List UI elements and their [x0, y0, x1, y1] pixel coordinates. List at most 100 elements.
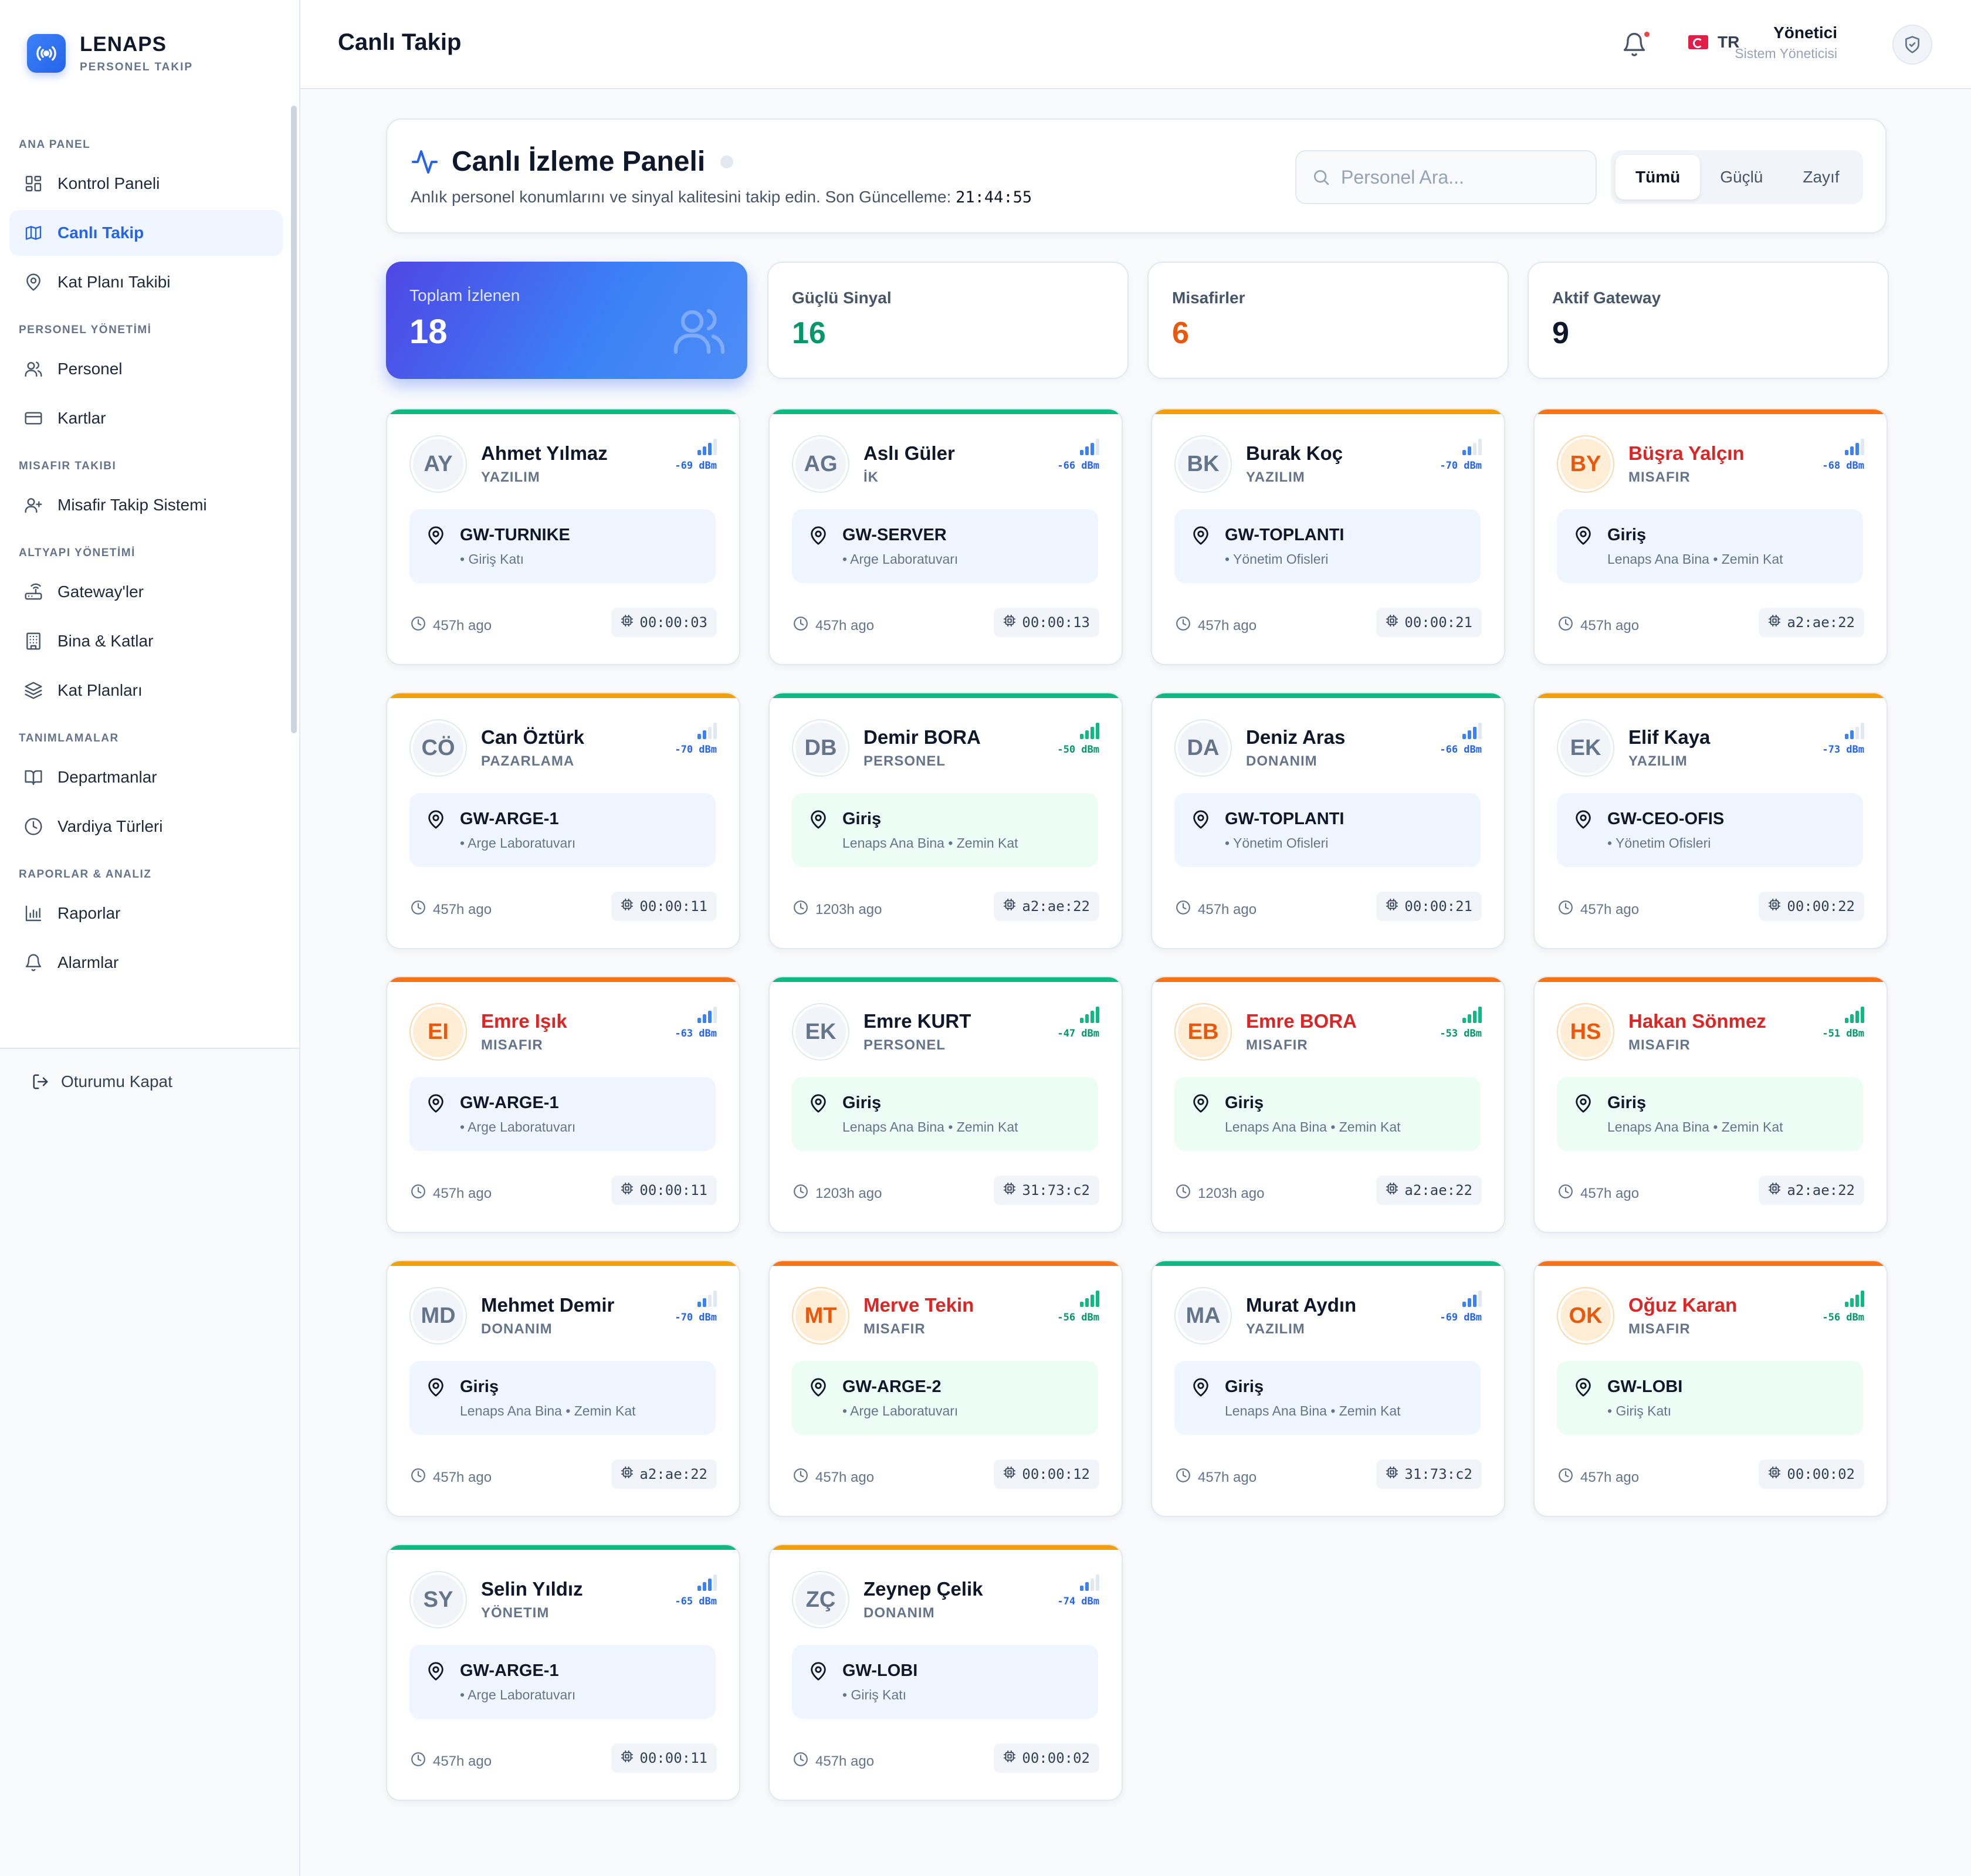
clock-icon: [1176, 1184, 1198, 1203]
person-name: Elif Kaya: [1628, 726, 1711, 748]
chip-icon: [1386, 614, 1404, 631]
location-box: Giriş Lenaps Ana Bina • Zemin Kat: [792, 793, 1098, 867]
notifications-bell-icon[interactable]: [1621, 32, 1647, 57]
person-card[interactable]: DB Demir BORA PERSONEL -50 dBm Giriş Len…: [768, 692, 1123, 949]
signal-strength: -66 dBm: [1047, 439, 1099, 474]
signal-dbm: -70 dBm: [675, 744, 717, 756]
map-pin-icon: [426, 1377, 446, 1400]
person-card[interactable]: EK Elif Kaya YAZILIM -73 dBm GW-CEO-OFIS…: [1533, 692, 1888, 949]
location-detail: • Arge Laboratuvarı: [460, 1119, 576, 1135]
sidebar-item-label: Bina & Katlar: [57, 632, 154, 650]
signal-bars-icon: [697, 723, 717, 739]
last-seen-text: 457h ago: [433, 901, 492, 917]
person-card[interactable]: HS Hakan Sönmez MISAFIR -51 dBm Giriş Le…: [1533, 976, 1888, 1233]
sidebar-item-bina-katlar[interactable]: Bina & Katlar: [9, 618, 283, 664]
sidebar-item-kat-planlar-[interactable]: Kat Planları: [9, 668, 283, 713]
person-card[interactable]: MD Mehmet Demir DONANIM -70 dBm Giriş Le…: [386, 1260, 740, 1517]
location-detail: Lenaps Ana Bina • Zemin Kat: [1225, 1119, 1401, 1135]
person-name: Demir BORA: [863, 726, 981, 748]
map-pin-icon: [808, 810, 828, 832]
signal-bars-icon: [697, 1291, 717, 1307]
person-name: Deniz Aras: [1246, 726, 1346, 748]
last-seen-text: 457h ago: [1580, 901, 1640, 917]
last-seen: 457h ago: [1176, 1468, 1257, 1487]
chip-icon: [1768, 898, 1787, 915]
user-info[interactable]: Yönetici Sistem Yöneticisi: [1735, 23, 1837, 62]
logout-button[interactable]: Oturumu Kapat: [32, 1072, 172, 1091]
bell-icon: [23, 953, 43, 973]
status-stripe: [770, 409, 1122, 414]
sidebar-item-departmanlar[interactable]: Departmanlar: [9, 754, 283, 800]
signal-dbm: -51 dBm: [1822, 1028, 1864, 1039]
sidebar-item-personel[interactable]: Personel: [9, 346, 283, 392]
signal-dbm: -47 dBm: [1057, 1028, 1099, 1039]
clock-icon: [793, 1468, 815, 1487]
sidebar-item-label: Raporlar: [57, 904, 121, 922]
location-detail: • Arge Laboratuvarı: [842, 551, 959, 567]
person-card[interactable]: AY Ahmet Yılmaz YAZILIM -69 dBm GW-TURNI…: [386, 408, 740, 665]
sidebar-item-kartlar[interactable]: Kartlar: [9, 395, 283, 441]
device-id-badge: 00:00:11: [611, 892, 717, 921]
device-id-badge: 31:73:c2: [994, 1176, 1099, 1205]
person-department: PAZARLAMA: [481, 753, 575, 769]
status-stripe: [770, 693, 1122, 698]
signal-bars-icon: [1845, 723, 1864, 739]
person-card[interactable]: EI Emre Işık MISAFIR -63 dBm GW-ARGE-1 •…: [386, 976, 740, 1233]
sidebar-item-canl-takip[interactable]: Canlı Takip: [9, 210, 283, 256]
signal-bars-icon: [1845, 439, 1864, 455]
location-box: GW-TOPLANTI • Yönetim Ofisleri: [1174, 509, 1481, 583]
last-seen: 457h ago: [1558, 1468, 1639, 1487]
gateway-name: GW-ARGE-2: [842, 1377, 942, 1396]
user-avatar[interactable]: [1892, 25, 1932, 65]
person-card[interactable]: SY Selin Yıldız YÖNETIM -65 dBm GW-ARGE-…: [386, 1544, 740, 1801]
person-card[interactable]: EK Emre KURT PERSONEL -47 dBm Giriş Lena…: [768, 976, 1123, 1233]
person-card[interactable]: MA Murat Aydın YAZILIM -69 dBm Giriş Len…: [1151, 1260, 1505, 1517]
device-id-badge: a2:ae:22: [1376, 1176, 1482, 1205]
avatar: BK: [1176, 436, 1231, 492]
map-pin-icon: [1573, 810, 1593, 832]
person-card[interactable]: BY Büşra Yalçın MISAFIR -68 dBm Giriş Le…: [1533, 408, 1888, 665]
person-card[interactable]: CÖ Can Öztürk PAZARLAMA -70 dBm GW-ARGE-…: [386, 692, 740, 949]
signal-bars-icon: [1080, 439, 1099, 455]
sidebar-item-gateway-ler[interactable]: Gateway'ler: [9, 569, 283, 615]
person-card[interactable]: MT Merve Tekin MISAFIR -56 dBm GW-ARGE-2…: [768, 1260, 1123, 1517]
logout-label: Oturumu Kapat: [61, 1072, 172, 1091]
person-card[interactable]: BK Burak Koç YAZILIM -70 dBm GW-TOPLANTI…: [1151, 408, 1505, 665]
person-card[interactable]: DA Deniz Aras DONANIM -66 dBm GW-TOPLANT…: [1151, 692, 1505, 949]
search-input[interactable]: [1341, 166, 1587, 188]
device-id: a2:ae:22: [1022, 898, 1090, 915]
person-card[interactable]: AG Aslı Güler İK -66 dBm GW-SERVER • Arg…: [768, 408, 1123, 665]
status-stripe: [770, 977, 1122, 982]
signal-bars-icon: [697, 1574, 717, 1591]
person-card[interactable]: EB Emre BORA MISAFIR -53 dBm Giriş Lenap…: [1151, 976, 1505, 1233]
location-detail: Lenaps Ana Bina • Zemin Kat: [842, 835, 1018, 851]
sidebar-item-kat-plan-takibi[interactable]: Kat Planı Takibi: [9, 259, 283, 305]
person-name: Emre BORA: [1246, 1010, 1357, 1032]
sidebar-item-alarmlar[interactable]: Alarmlar: [9, 940, 283, 986]
last-seen: 457h ago: [411, 1468, 492, 1487]
person-card[interactable]: OK Oğuz Karan MISAFIR -56 dBm GW-LOBI • …: [1533, 1260, 1888, 1517]
signal-dbm: -65 dBm: [675, 1596, 717, 1607]
sidebar-item-vardiya-t-rleri[interactable]: Vardiya Türleri: [9, 804, 283, 849]
sidebar-item-kontrol-paneli[interactable]: Kontrol Paneli: [9, 161, 283, 206]
map-pin-icon: [1191, 810, 1211, 832]
language-selector[interactable]: TR: [1688, 33, 1739, 52]
status-stripe: [1535, 977, 1887, 982]
map-pin-icon: [808, 526, 828, 548]
sidebar-item-raporlar[interactable]: Raporlar: [9, 890, 283, 936]
location-detail: Lenaps Ana Bina • Zemin Kat: [1607, 1119, 1783, 1135]
filter-tab-0[interactable]: Tümü: [1616, 155, 1701, 199]
filter-tab-2[interactable]: Zayıf: [1803, 168, 1840, 186]
person-department: MISAFIR: [1246, 1037, 1308, 1053]
last-seen: 1203h ago: [793, 1184, 882, 1203]
map-pin-icon: [1191, 1377, 1211, 1400]
gateway-name: Giriş: [1607, 1093, 1647, 1112]
person-department: YAZILIM: [481, 469, 540, 485]
search-box[interactable]: [1295, 150, 1597, 204]
sidebar-scrollbar[interactable]: [291, 106, 297, 733]
person-card[interactable]: ZÇ Zeynep Çelik DONANIM -74 dBm GW-LOBI …: [768, 1544, 1123, 1801]
sidebar-item-misafir-takip-sistemi[interactable]: Misafir Takip Sistemi: [9, 482, 283, 528]
brand[interactable]: LENAPS PERSONEL TAKIP: [27, 33, 193, 74]
filter-tab-1[interactable]: Güçlü: [1720, 168, 1763, 186]
status-stripe: [1535, 1261, 1887, 1266]
